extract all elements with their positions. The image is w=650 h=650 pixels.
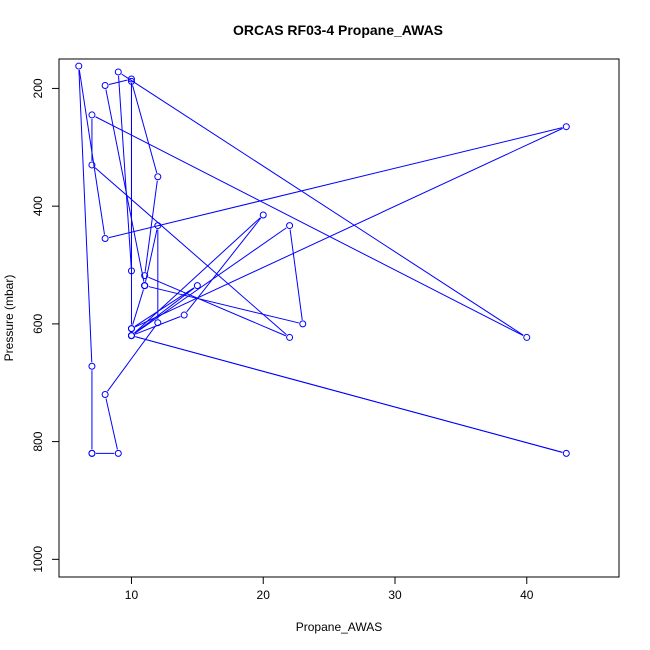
series-segment <box>144 180 158 272</box>
data-point <box>88 362 96 370</box>
data-point <box>141 272 149 280</box>
data-point <box>286 333 294 341</box>
series-segment <box>94 167 287 336</box>
x-tick-label: 10 <box>125 588 139 602</box>
series-segment <box>132 85 158 174</box>
series-segment <box>78 69 106 235</box>
series-segment <box>289 229 303 320</box>
y-tick-label: 200 <box>31 78 45 98</box>
data-point <box>154 319 162 327</box>
chart-title: ORCAS RF03-4 Propane_AWAS <box>233 22 443 38</box>
data-point <box>562 123 570 131</box>
data-point <box>286 222 294 230</box>
y-axis: 200 400 600 800 1000 <box>31 78 59 573</box>
data-point <box>299 320 307 328</box>
series-segment <box>148 286 299 324</box>
series-segment <box>134 287 195 327</box>
series-segment <box>105 89 145 282</box>
series-segment <box>132 289 144 325</box>
y-axis-label: Pressure (mbar) <box>2 275 16 362</box>
data-point <box>562 449 570 457</box>
x-tick-label: 40 <box>520 588 534 602</box>
data-point <box>127 267 135 275</box>
x-tick-label: 20 <box>257 588 271 602</box>
data-point <box>127 77 135 85</box>
series-segment <box>78 70 93 363</box>
x-tick-label: 30 <box>388 588 402 602</box>
data-point <box>127 75 135 83</box>
data-point <box>154 173 162 181</box>
data-point <box>101 81 109 89</box>
x-axis-label: Propane_AWAS <box>296 620 383 634</box>
data-point <box>141 282 149 290</box>
y-tick-label: 400 <box>31 196 45 216</box>
data-point <box>101 235 109 243</box>
data-point <box>127 332 135 340</box>
data-point <box>75 62 83 70</box>
data-point <box>523 333 531 341</box>
series-segment <box>145 229 158 282</box>
series-segment <box>105 398 118 450</box>
data-point <box>114 68 122 76</box>
data-point <box>259 211 267 219</box>
data-point <box>88 449 96 457</box>
series-segment <box>118 75 132 267</box>
series-segment <box>134 287 195 334</box>
y-tick-label: 800 <box>31 431 45 451</box>
series-segment <box>134 217 261 334</box>
series-segment <box>121 73 524 336</box>
data-point <box>114 449 122 457</box>
data-point <box>180 311 188 319</box>
y-tick-label: 1000 <box>31 546 45 573</box>
x-axis: 10 20 30 40 <box>125 577 534 602</box>
data-point <box>101 391 109 399</box>
series-segment <box>134 127 563 328</box>
series-propane <box>75 62 570 457</box>
data-point <box>88 111 96 119</box>
series-segment <box>108 127 563 239</box>
series-segment <box>186 217 262 313</box>
data-point <box>193 282 201 290</box>
series-segment <box>108 79 128 86</box>
series-segment <box>107 325 156 392</box>
data-point <box>88 161 96 169</box>
y-tick-label: 600 <box>31 314 45 334</box>
data-point <box>127 325 135 333</box>
series-segment <box>95 116 524 337</box>
plot-frame <box>58 58 620 578</box>
series-segment <box>148 276 287 337</box>
series-segment <box>135 336 563 453</box>
data-point <box>154 222 162 230</box>
